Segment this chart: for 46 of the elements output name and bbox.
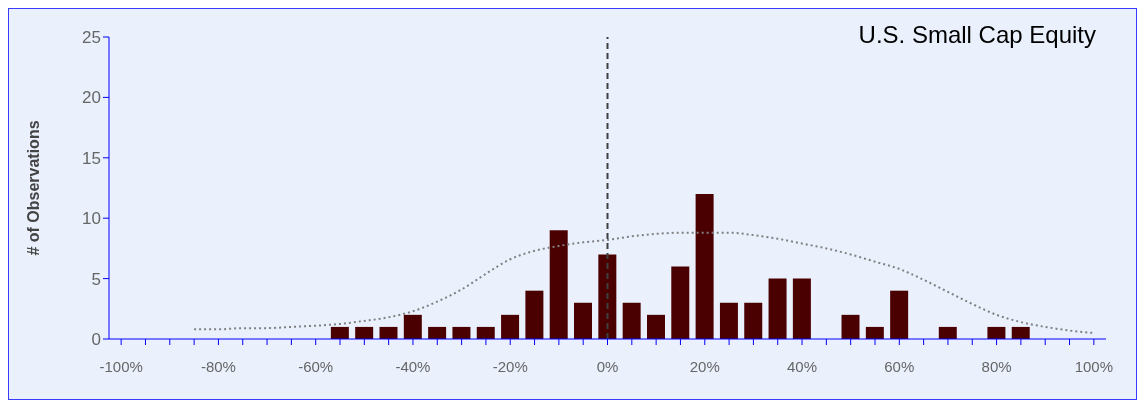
bar — [938, 326, 957, 339]
y-tick-label: 0 — [91, 330, 101, 350]
x-tick-label: 100% — [1074, 357, 1114, 375]
y-tick-label: 15 — [82, 148, 101, 168]
bar — [987, 326, 1006, 339]
x-tick-label: 0% — [596, 357, 619, 375]
bar — [622, 302, 641, 339]
bar — [598, 254, 617, 339]
bar — [379, 326, 398, 339]
x-tick-label: 20% — [689, 357, 720, 375]
bar — [1011, 326, 1030, 339]
x-tick-label: 80% — [981, 357, 1012, 375]
bar — [744, 302, 763, 339]
x-tick-label: 60% — [884, 357, 915, 375]
bar — [768, 278, 787, 339]
y-tick-label: 25 — [82, 28, 101, 48]
y-tick-label: 20 — [82, 88, 101, 108]
y-axis-title: # of Observations — [24, 120, 42, 256]
chart-title: U.S. Small Cap Equity — [858, 21, 1096, 49]
x-tick-label: -40% — [395, 357, 431, 375]
bar — [865, 326, 884, 339]
bar — [428, 326, 447, 339]
bar — [452, 326, 471, 339]
bar — [890, 290, 909, 339]
bar — [476, 326, 495, 339]
bar — [574, 302, 593, 339]
bar — [403, 314, 422, 339]
bar — [525, 290, 544, 339]
x-tick-label: -20% — [492, 357, 528, 375]
bar — [671, 266, 690, 339]
x-tick-label: -100% — [99, 357, 143, 375]
bar — [355, 326, 374, 339]
bar — [792, 278, 811, 339]
bar — [719, 302, 738, 339]
bar — [549, 230, 568, 339]
x-tick-label: -80% — [200, 357, 236, 375]
bar — [841, 314, 860, 339]
bar — [646, 314, 665, 339]
x-tick-label: 40% — [787, 357, 818, 375]
bar — [695, 194, 714, 339]
x-tick-label: -60% — [298, 357, 334, 375]
y-tick-label: 5 — [91, 269, 101, 289]
line-series — [193, 231, 1095, 334]
bar — [330, 326, 349, 339]
bar — [501, 314, 520, 339]
y-tick-label: 10 — [82, 209, 101, 229]
